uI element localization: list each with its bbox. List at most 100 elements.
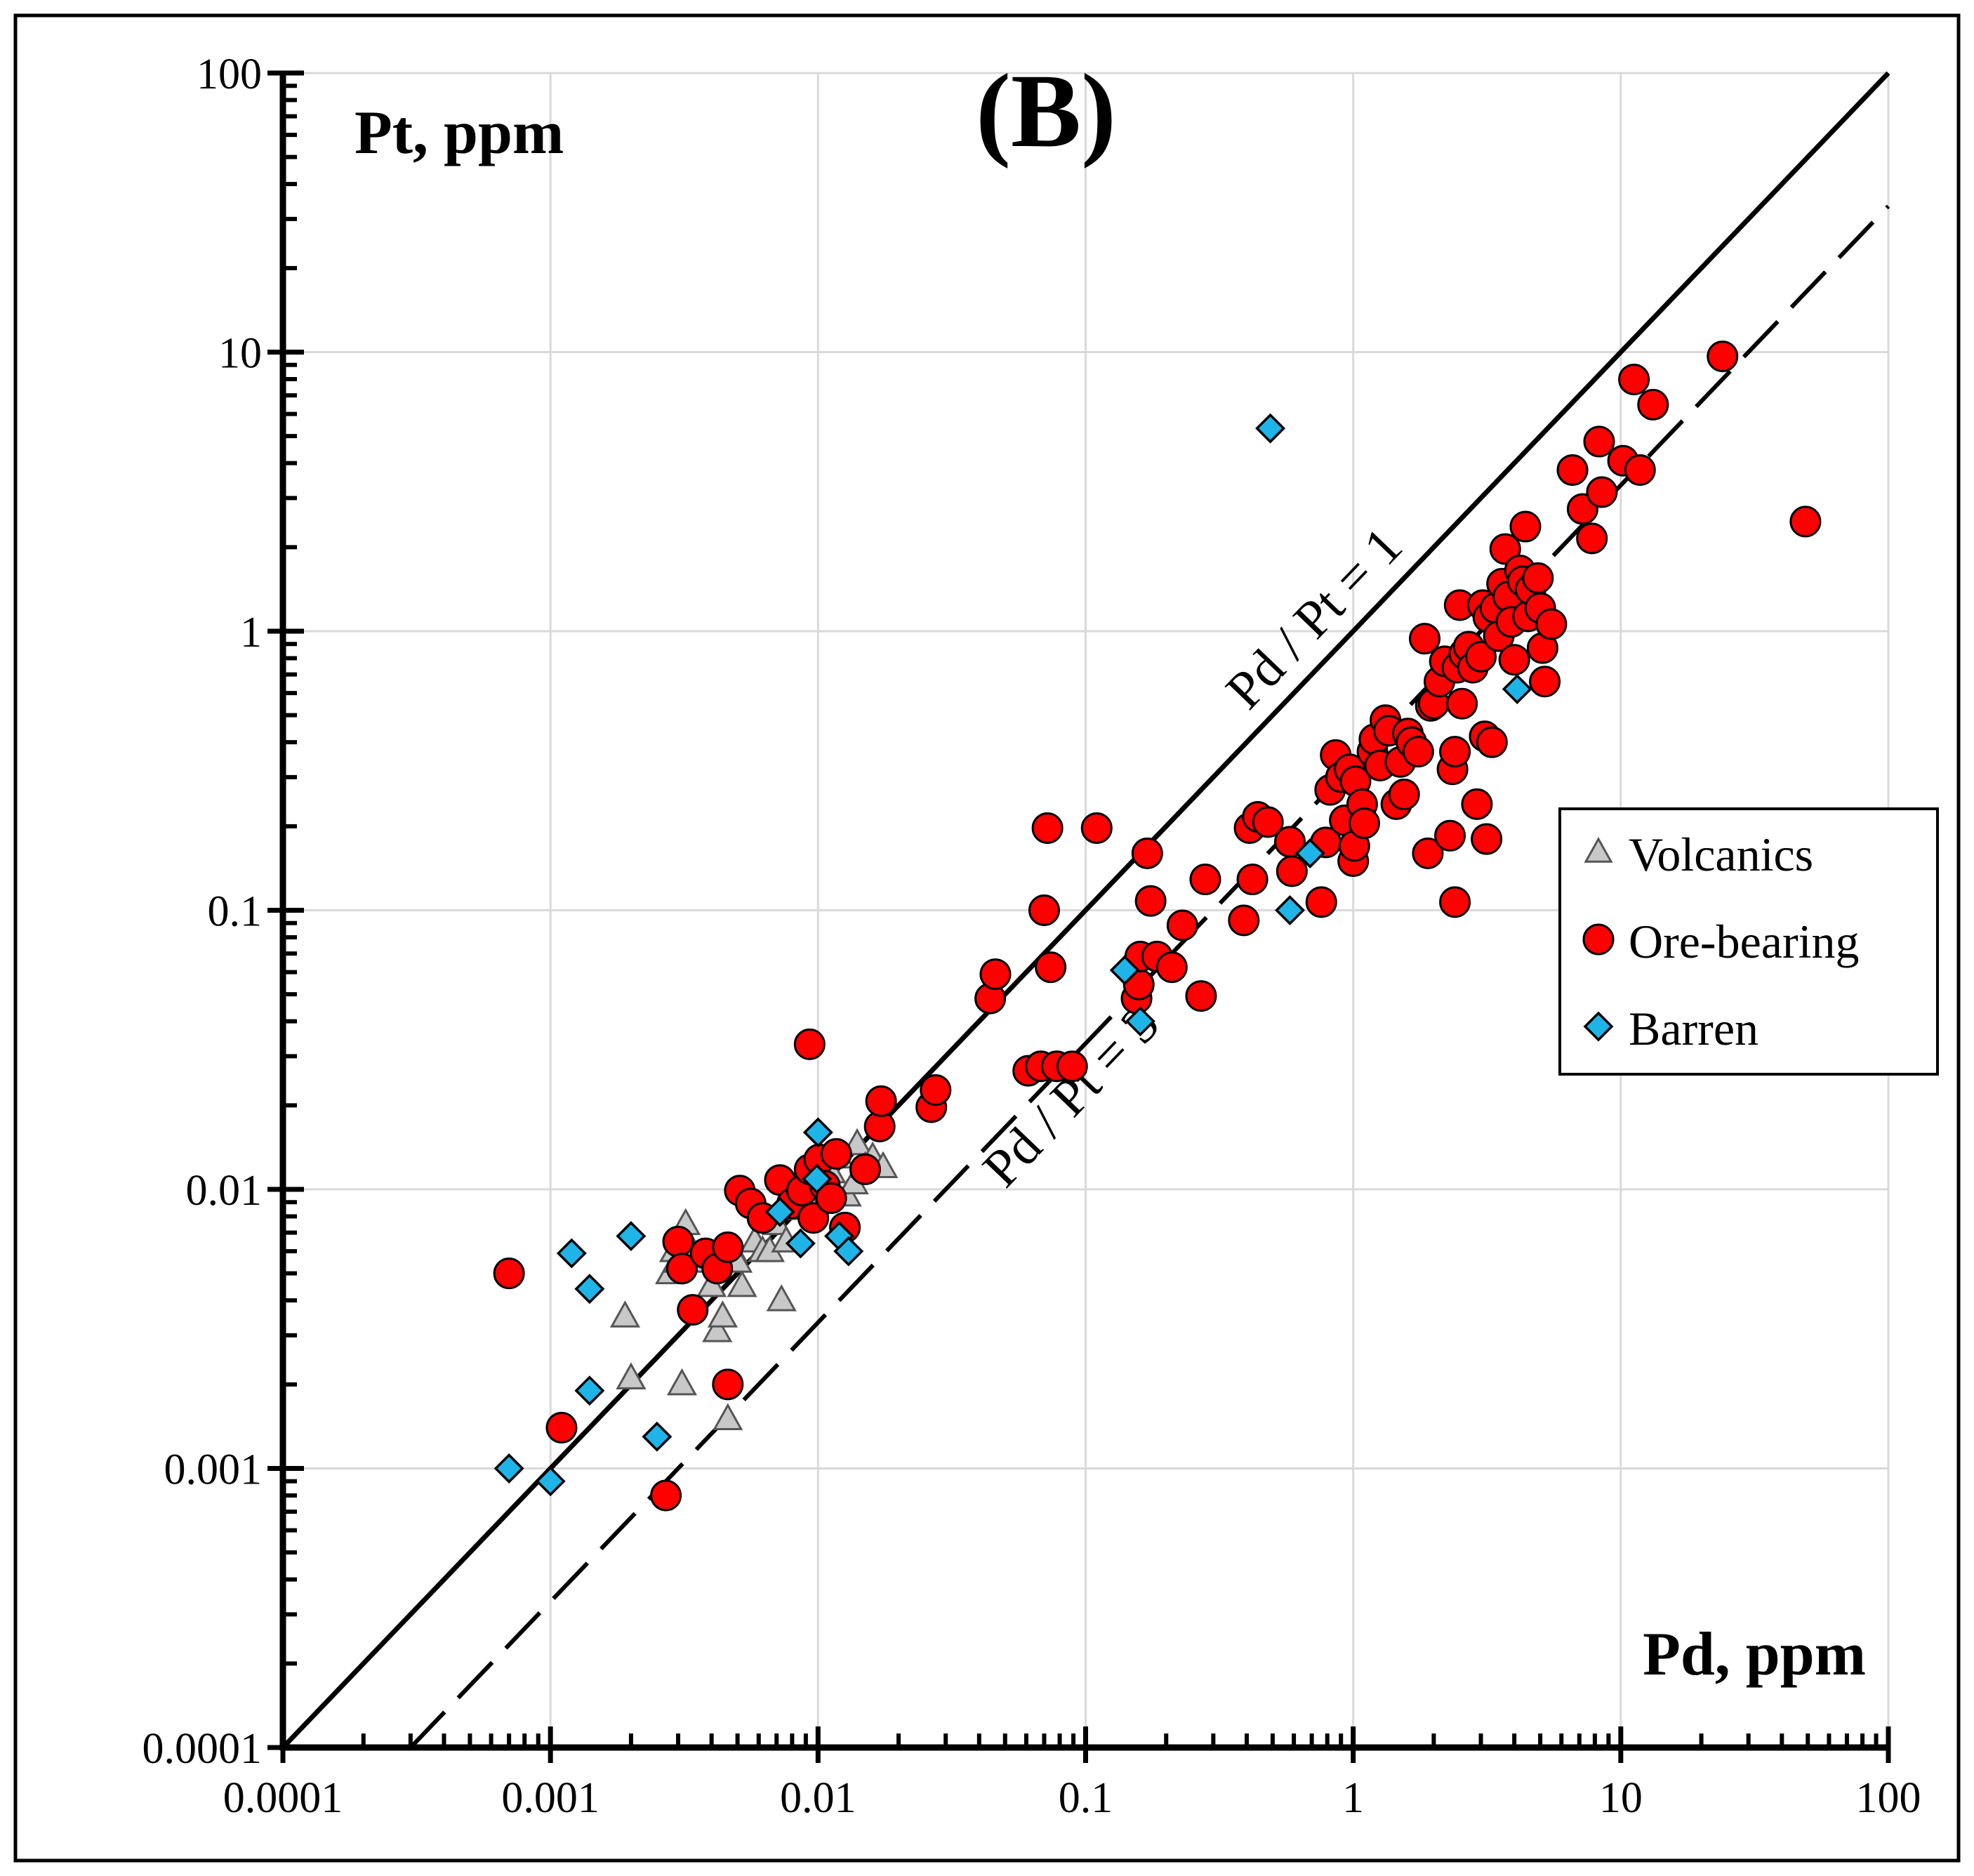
ore-bearing-point [815, 1182, 847, 1215]
volcanics-point [616, 1362, 647, 1389]
barren-point [1109, 955, 1140, 986]
legend-marker-ore-bearing [1582, 923, 1615, 956]
barren-point [556, 1238, 587, 1269]
ore-bearing-point [545, 1411, 578, 1444]
ore-bearing-point [1252, 806, 1284, 838]
ore-bearing-point [1348, 807, 1380, 840]
barren-point [642, 1421, 673, 1452]
ore-bearing-point [712, 1231, 744, 1264]
legend: Volcanics Ore-bearing Barren [1558, 807, 1939, 1076]
ore-bearing-point [1707, 341, 1739, 373]
ore-bearing-point [1476, 726, 1508, 758]
ore-bearing-point [1056, 1050, 1088, 1083]
ore-bearing-point [1624, 454, 1656, 486]
ore-bearing-point [1439, 886, 1471, 918]
ore-bearing-point [1556, 454, 1589, 486]
barren-point [535, 1466, 566, 1497]
ore-bearing-point [1637, 388, 1669, 421]
x-tick-label: 100 [1856, 1774, 1921, 1822]
ore-bearing-point [1080, 812, 1113, 844]
barren-point [1275, 895, 1305, 925]
ore-bearing-point [1529, 666, 1561, 698]
ore-bearing-point [1509, 510, 1542, 543]
barren-point [574, 1274, 605, 1304]
ore-bearing-point [1228, 904, 1260, 937]
ore-bearing-point [1461, 788, 1493, 820]
ore-bearing-point [1583, 425, 1615, 458]
ore-bearing-point [979, 958, 1012, 991]
barren-point [574, 1375, 605, 1406]
barren-point [616, 1221, 647, 1252]
volcanics-point [713, 1403, 743, 1431]
barren-point [1294, 838, 1325, 868]
ore-bearing-point [1439, 736, 1471, 768]
y-tick-label: 0.001 [164, 1446, 263, 1494]
barren-point [493, 1453, 524, 1484]
ore-bearing-point [1465, 640, 1497, 673]
y-axis-title: Pt, ppm [355, 99, 564, 167]
barren-point [833, 1236, 864, 1267]
legend-marker-barren [1583, 1011, 1614, 1042]
barren-point [1255, 413, 1286, 444]
barren-point [1502, 674, 1532, 704]
ore-bearing-point [1185, 980, 1217, 1012]
ore-bearing-point [1489, 533, 1521, 565]
ore-bearing-point [1388, 779, 1420, 811]
barren-point [764, 1196, 795, 1227]
legend-label-barren: Barren [1629, 1002, 1758, 1055]
legend-marker-volcanics [1584, 836, 1613, 863]
x-tick-label: 0.0001 [223, 1774, 343, 1822]
y-tick-label: 0.01 [186, 1167, 263, 1215]
x-tick-label: 1 [1342, 1774, 1364, 1822]
legend-label-volcanics: Volcanics [1629, 828, 1813, 881]
ore-bearing-point [920, 1074, 952, 1106]
legend-items: Volcanics Ore-bearing Barren [1582, 828, 1859, 1055]
volcanics-point [702, 1315, 733, 1342]
volcanics-point [727, 1269, 757, 1297]
ore-bearing-point [1471, 823, 1503, 855]
y-tick-label: 0.1 [208, 888, 263, 936]
ore-bearing-point [793, 1028, 826, 1060]
ore-bearing-point [712, 1368, 744, 1401]
ore-bearing-point [849, 1153, 881, 1185]
ore-bearing-point [1586, 476, 1618, 508]
ore-bearing-point [1305, 886, 1337, 918]
volcanics-point [609, 1300, 640, 1328]
ore-bearing-point [662, 1225, 694, 1257]
legend-box [1558, 807, 1939, 1076]
ore-bearing-point [1446, 687, 1478, 720]
x-tick-label: 0.001 [501, 1774, 600, 1822]
ore-bearing-point [1789, 506, 1822, 538]
ore-bearing-point [1131, 837, 1163, 869]
ore-bearing-point [1522, 562, 1554, 594]
ore-bearing-point [1276, 855, 1308, 887]
ore-bearing-point [865, 1085, 897, 1117]
ore-bearing-point [1434, 819, 1466, 852]
legend-label-ore-bearing: Ore-bearing [1629, 915, 1859, 968]
x-tick-label: 0.01 [780, 1774, 856, 1822]
y-tick-label: 1 [240, 609, 262, 656]
ore-bearing-point [1035, 951, 1067, 984]
ore-bearing-point [1166, 909, 1198, 942]
ore-bearing-point [1409, 623, 1441, 655]
barren-point [1125, 1006, 1155, 1037]
x-axis-title: Pd, ppm [1643, 1620, 1866, 1689]
ore-bearing-point [665, 1253, 698, 1285]
data-points [493, 341, 1822, 1512]
x-tick-label: 10 [1599, 1774, 1643, 1822]
axes: 0.0001 0.001 0.01 0.1 1 10 100 0.0001 0.001 0.01 0… [143, 51, 1921, 1822]
barren-point [802, 1163, 833, 1194]
x-tick-label: 0.1 [1059, 1774, 1113, 1822]
ore-bearing-point [820, 1137, 852, 1170]
ore-bearing-point [1535, 608, 1568, 640]
ore-bearing-point [677, 1294, 709, 1326]
volcanics-point [707, 1300, 738, 1328]
ore-bearing-point [797, 1202, 830, 1234]
y-tick-label: 0.0001 [143, 1725, 263, 1773]
ore-bearing-point [1412, 837, 1444, 869]
ore-bearing-point [1028, 894, 1060, 926]
y-tick-label: 10 [218, 330, 262, 378]
y-tick-label: 100 [197, 51, 262, 98]
ore-bearing-point [493, 1257, 525, 1290]
